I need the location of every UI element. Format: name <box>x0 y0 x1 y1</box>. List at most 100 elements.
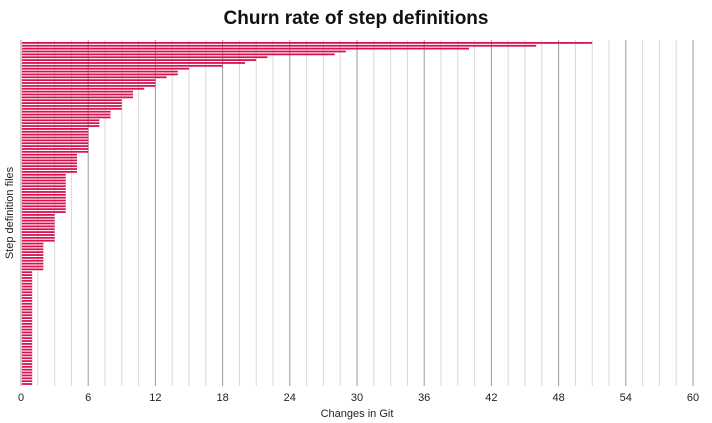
x-tick-label: 30 <box>351 392 363 404</box>
bar <box>22 56 268 59</box>
bar <box>22 228 55 231</box>
bar <box>22 145 89 147</box>
bar <box>22 133 89 136</box>
bar <box>22 153 77 156</box>
bar <box>22 371 33 374</box>
bar <box>22 325 33 328</box>
bar <box>22 116 111 119</box>
bar <box>22 125 100 127</box>
bar <box>22 142 89 145</box>
bar <box>22 343 33 345</box>
bar <box>22 76 167 79</box>
bar <box>22 354 33 357</box>
bar <box>22 320 33 322</box>
bar <box>22 231 55 233</box>
bar <box>22 165 77 168</box>
bar <box>22 245 44 248</box>
bar <box>22 90 133 93</box>
bar <box>22 67 189 70</box>
bar <box>22 222 55 225</box>
bar <box>22 345 33 348</box>
bar <box>22 122 100 125</box>
bar <box>22 285 33 288</box>
bar <box>22 251 44 254</box>
grid-lines <box>20 40 694 386</box>
bar <box>22 288 33 291</box>
bar <box>22 96 133 99</box>
bar <box>22 334 33 337</box>
bar <box>22 179 66 182</box>
bar <box>22 300 33 302</box>
bar <box>22 119 100 122</box>
bar <box>22 59 257 61</box>
bar <box>22 365 33 368</box>
x-tick-label: 60 <box>687 392 699 404</box>
x-axis-label: Changes in Git <box>321 408 394 420</box>
bar <box>22 308 33 311</box>
bar <box>22 156 77 159</box>
bar <box>22 185 66 188</box>
bar <box>22 64 223 67</box>
bar <box>22 268 44 271</box>
bar <box>22 297 33 299</box>
bar <box>22 202 66 205</box>
bar <box>22 62 245 64</box>
x-tick-label: 24 <box>284 392 296 404</box>
bar <box>22 159 77 162</box>
bar <box>22 317 33 319</box>
bar <box>22 47 469 50</box>
bar <box>22 322 33 325</box>
bar <box>22 383 33 385</box>
bar <box>22 265 44 268</box>
bar <box>22 337 33 340</box>
bar <box>22 191 66 193</box>
bar <box>22 282 33 285</box>
bar <box>22 150 89 153</box>
x-tick-label: 54 <box>620 392 632 404</box>
bar <box>22 139 89 142</box>
bar <box>22 302 33 305</box>
bar <box>22 107 122 110</box>
bar <box>22 328 33 331</box>
bar <box>22 262 44 265</box>
bar <box>22 291 33 294</box>
bar <box>22 93 133 96</box>
bar <box>22 271 33 274</box>
bar <box>22 234 55 236</box>
bar <box>22 351 33 354</box>
x-tick-label: 36 <box>418 392 430 404</box>
bar <box>22 248 44 251</box>
bar <box>22 70 178 73</box>
bar <box>22 305 33 308</box>
bar <box>22 105 122 107</box>
bar <box>22 182 66 185</box>
x-tick-label: 48 <box>552 392 564 404</box>
bar <box>22 254 44 256</box>
bar <box>22 42 593 44</box>
bar <box>22 87 145 90</box>
bar <box>22 205 66 208</box>
bar <box>22 99 122 102</box>
bar <box>22 294 33 297</box>
bar <box>22 128 89 130</box>
bar <box>22 340 33 342</box>
bar <box>22 377 33 380</box>
x-tick-label: 12 <box>149 392 161 404</box>
bar <box>22 239 55 242</box>
bar <box>22 173 66 176</box>
bar <box>22 193 66 196</box>
bar <box>22 211 66 213</box>
bar <box>22 380 33 383</box>
bar <box>22 314 33 317</box>
bar <box>22 79 156 82</box>
bar <box>22 44 537 47</box>
bar <box>22 225 55 228</box>
bar <box>22 176 66 179</box>
bar <box>22 259 44 262</box>
bar <box>22 188 66 190</box>
bar <box>22 357 33 360</box>
bar <box>22 208 66 211</box>
bar <box>22 348 33 351</box>
